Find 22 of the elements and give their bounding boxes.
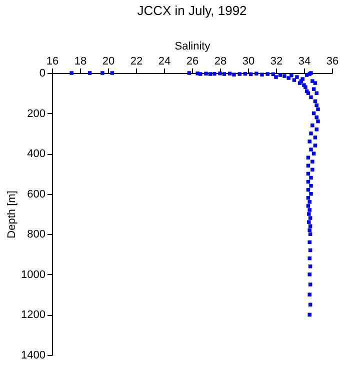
y-tick-label: 200 [27,108,46,120]
y-tick-label: 1000 [21,268,46,281]
y-tick-label: 400 [27,148,46,160]
y-tick-label: 800 [27,228,46,241]
x-tick-label: 22 [130,56,143,68]
x-tick-label: 16 [46,56,59,68]
y-tick-label: 1200 [21,309,46,322]
x-tick-label: 36 [326,56,339,68]
x-tick-label: 24 [158,56,171,68]
y-tick-label: 0 [39,68,46,80]
x-axis-title: Salinity [174,40,211,52]
y-tick-label: 1400 [21,350,46,362]
y-axis-title: Depth [m] [6,190,18,238]
x-tick-label: 18 [74,56,87,68]
x-tick-label: 26 [186,56,199,68]
x-tick-label: 34 [298,56,311,68]
y-tick-label: 600 [27,188,46,200]
x-tick-label: 20 [102,56,115,68]
chart-title: JCCX in July, 1992 [137,3,247,18]
x-tick-label: 30 [242,56,255,68]
x-tick-label: 28 [214,56,227,68]
x-tick-label: 32 [270,56,283,68]
